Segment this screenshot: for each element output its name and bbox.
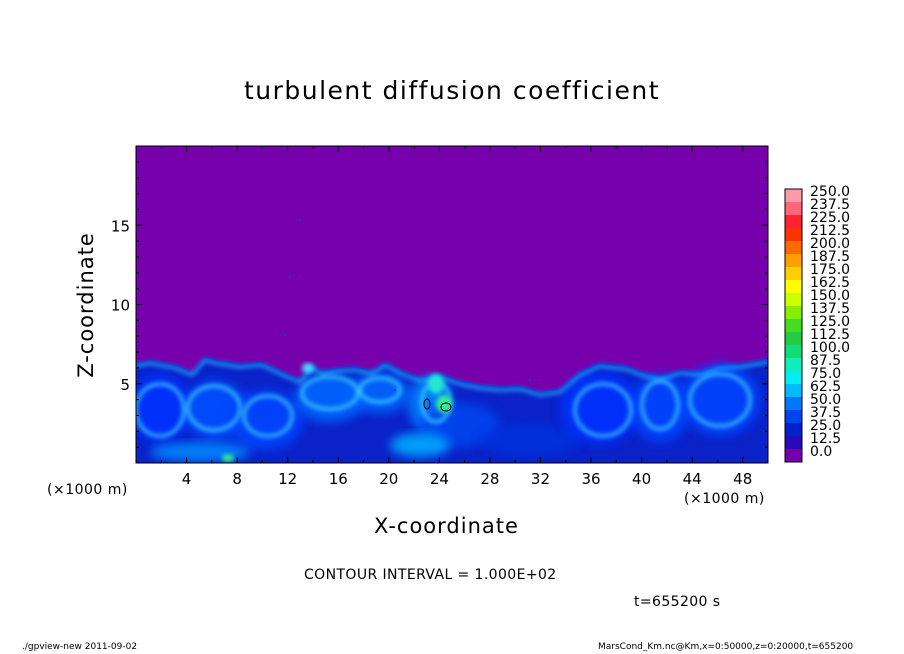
colorbar-cell — [785, 293, 802, 307]
colorbar-cell — [785, 384, 802, 398]
colorbar-cell — [785, 397, 802, 411]
contour-line-1 — [440, 402, 452, 412]
y-axis-label: Z-coordinate — [74, 232, 98, 378]
colorbar-label: 225.0 — [810, 210, 850, 226]
colorbar-cell — [785, 228, 802, 242]
x-axis-label: X-coordinate — [374, 514, 519, 538]
x-axis: 4 8 12 16 20 24 28 32 36 40 44 48 — [160, 146, 769, 488]
colorbar-label: 37.5 — [810, 405, 841, 421]
colorbar-cell — [785, 371, 802, 385]
colorbar-label: 87.5 — [810, 353, 841, 369]
colorbar-label: 12.5 — [810, 431, 841, 447]
colorbar-label: 75.0 — [810, 366, 841, 382]
footer-right-text: MarsCond_Km.nc@Km,x=0:50000,z=0:20000,t=… — [598, 642, 854, 652]
speck-0 — [298, 218, 302, 222]
x-tick-label: 44 — [683, 470, 702, 488]
contour-line-0 — [423, 398, 431, 410]
layer-top-edge — [136, 358, 768, 397]
swirl-7 — [688, 372, 752, 428]
colorbar-label: 137.5 — [810, 301, 850, 317]
colorbar-label: 25.0 — [810, 418, 841, 434]
colorbar-cell — [785, 202, 802, 216]
x-tick-label: 36 — [581, 470, 600, 488]
colorbar-label: 0.0 — [810, 444, 832, 460]
colorbar-cell — [785, 215, 802, 229]
x-tick-label: 32 — [531, 470, 550, 488]
colorbar-label: 187.5 — [810, 249, 850, 265]
colorbar-label: 62.5 — [810, 379, 841, 395]
eddy-2 — [227, 390, 303, 450]
x-tick-label: 48 — [733, 470, 752, 488]
colorbar-cell — [785, 319, 802, 333]
footer-left-text: ./gpview-new 2011-09-02 — [22, 642, 138, 652]
swirl-1 — [186, 384, 242, 432]
colorbar-label: 112.5 — [810, 327, 850, 343]
x-tick-label: 8 — [232, 470, 242, 488]
hotspot-2 — [222, 454, 234, 462]
colorbar-cell — [785, 254, 802, 268]
swirl-5 — [573, 382, 633, 438]
y-tick-label: 15 — [111, 217, 130, 235]
colorbar-label: 125.0 — [810, 314, 850, 330]
hotspot-0 — [428, 374, 444, 394]
time-label: t=655200 s — [634, 594, 721, 610]
speck-1 — [283, 333, 287, 337]
eddy-7 — [480, 424, 580, 456]
swirl-3 — [300, 375, 360, 411]
eddy-12 — [390, 433, 450, 457]
colorbar-label: 150.0 — [810, 288, 850, 304]
contour-interval-label: CONTOUR INTERVAL = 1.000E+02 — [304, 567, 557, 583]
colorbar-cell — [785, 280, 802, 294]
colorbar-cell — [785, 189, 802, 203]
hotspot-3 — [302, 363, 314, 373]
x-tick-label: 28 — [480, 470, 499, 488]
swirl-8 — [358, 376, 402, 404]
colorbar-cell — [785, 423, 802, 437]
colorbar-cell — [785, 436, 802, 450]
colorbar-cell — [785, 241, 802, 255]
colorbar: 250.0237.5225.0212.5200.0187.5175.0162.5… — [784, 184, 850, 463]
speck-2 — [288, 275, 292, 279]
turbulence-field — [136, 146, 768, 463]
colorbar-label: 100.0 — [810, 340, 850, 356]
x-unit-label-left: (×1000 m) — [47, 482, 128, 498]
colorbar-cell — [785, 267, 802, 281]
colorbar-label: 162.5 — [810, 275, 850, 291]
colorbar-label: 237.5 — [810, 197, 850, 213]
colorbar-cell — [785, 449, 802, 463]
colorbar-label: 212.5 — [810, 223, 850, 239]
colorbar-cell — [785, 358, 802, 372]
eddy-3 — [294, 374, 366, 422]
speck-3 — [393, 388, 397, 392]
x-tick-label: 24 — [430, 470, 449, 488]
colorbar-label: 250.0 — [810, 184, 850, 200]
colorbar-label: 175.0 — [810, 262, 850, 278]
colorbar-label: 50.0 — [810, 392, 841, 408]
eddy-6 — [420, 403, 500, 447]
colorbar-cell — [785, 332, 802, 346]
swirl-0 — [136, 382, 186, 438]
y-tick-label: 5 — [120, 376, 130, 394]
colorbar-label: 200.0 — [810, 236, 850, 252]
colorbar-border — [784, 188, 803, 463]
swirl-2 — [242, 394, 294, 438]
colorbar-cell — [785, 410, 802, 424]
x-unit-label-right: (×1000 m) — [684, 491, 765, 507]
x-tick-label: 12 — [278, 470, 297, 488]
y-axis: 5 10 15 — [111, 161, 768, 448]
eddy-11 — [150, 442, 250, 462]
x-tick-label: 16 — [329, 470, 348, 488]
x-tick-label: 40 — [632, 470, 651, 488]
speck-4 — [528, 378, 532, 382]
colorbar-cell — [785, 345, 802, 359]
chart-title: turbulent diffusion coefficient — [243, 76, 661, 105]
eddy-9 — [630, 374, 690, 442]
x-tick-label: 20 — [379, 470, 398, 488]
y-tick-label: 10 — [111, 297, 130, 315]
colorbar-cell — [785, 306, 802, 320]
hotspot-1 — [436, 395, 452, 413]
x-tick-label: 4 — [182, 470, 192, 488]
